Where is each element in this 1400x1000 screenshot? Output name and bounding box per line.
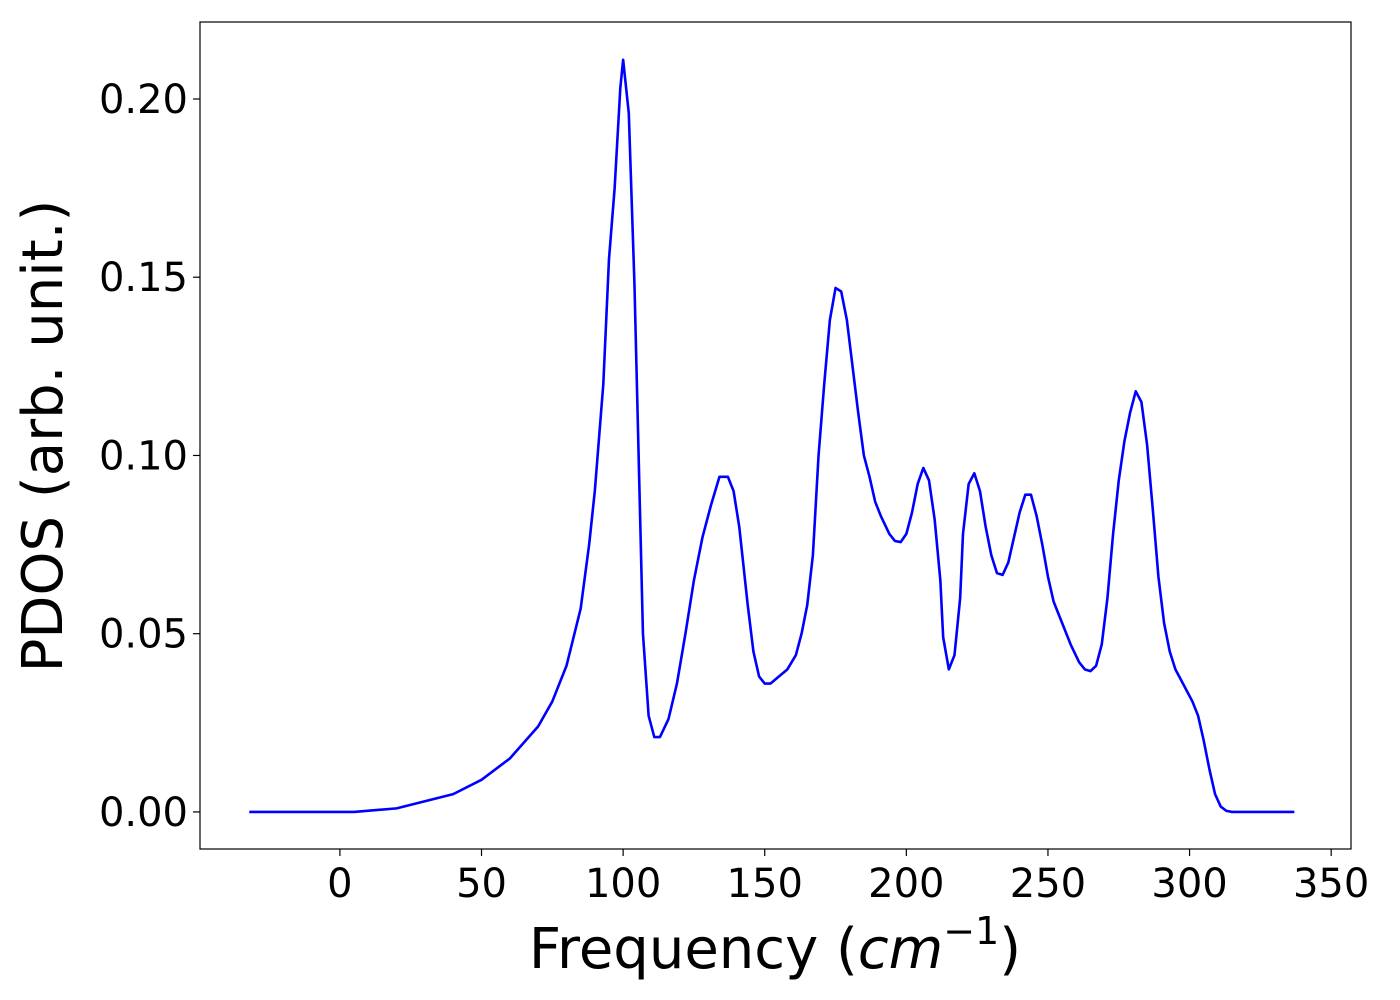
line [249, 58, 1295, 814]
x-tick-label: 100 [585, 861, 661, 907]
x-axis-label: Frequency (cm−1) [529, 909, 1021, 982]
x-label-part: −1 [943, 909, 999, 953]
y-tick-label: 0.05 [99, 612, 188, 658]
y-tick-label: 0.00 [99, 790, 188, 836]
x-tick-label: 250 [1010, 861, 1086, 907]
x-tick-label: 0 [327, 861, 352, 907]
y-tick-label: 0.15 [99, 255, 188, 301]
y-axis-label: PDOS (arb. unit.) [11, 200, 76, 673]
plot-frame [199, 21, 1352, 850]
x-tick-label: 200 [868, 861, 944, 907]
x-label-part: Frequency ( [529, 917, 858, 982]
y-tick-label: 0.20 [99, 77, 188, 123]
x-tick-label: 50 [456, 861, 507, 907]
x-label-part: ) [999, 917, 1021, 982]
x-tick-label: 150 [727, 861, 803, 907]
y-tick-label: 0.10 [99, 433, 188, 479]
x-label-part: cm [858, 917, 943, 982]
x-tick-label: 300 [1151, 861, 1227, 907]
x-tick-label: 350 [1293, 861, 1369, 907]
